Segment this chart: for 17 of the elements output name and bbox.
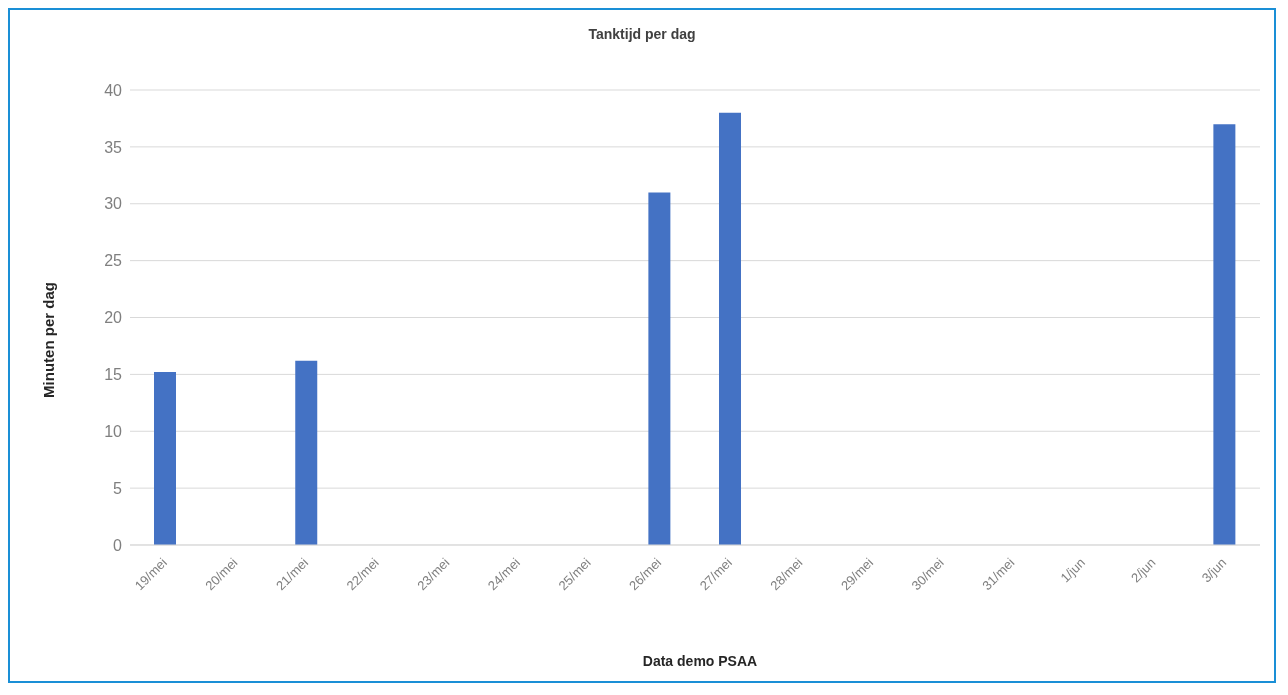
y-tick-label: 0	[113, 536, 123, 554]
y-tick-label: 30	[104, 195, 123, 213]
y-tick-label: 40	[104, 81, 123, 99]
bar	[154, 372, 176, 545]
y-tick-label: 15	[104, 366, 123, 384]
y-tick-label: 5	[113, 479, 123, 497]
bar	[1213, 124, 1236, 545]
x-axis-title: Data demo PSAA	[641, 653, 759, 669]
chart-title: Tanktijd per dag	[587, 26, 697, 42]
y-tick-label: 25	[104, 252, 123, 270]
y-tick-label: 35	[104, 138, 123, 156]
bar	[295, 360, 318, 545]
bar	[648, 192, 671, 545]
bar	[719, 112, 741, 545]
y-tick-label: 10	[104, 422, 123, 440]
y-tick-label: 20	[104, 309, 123, 327]
y-axis-title: Minuten per dag	[39, 282, 57, 398]
